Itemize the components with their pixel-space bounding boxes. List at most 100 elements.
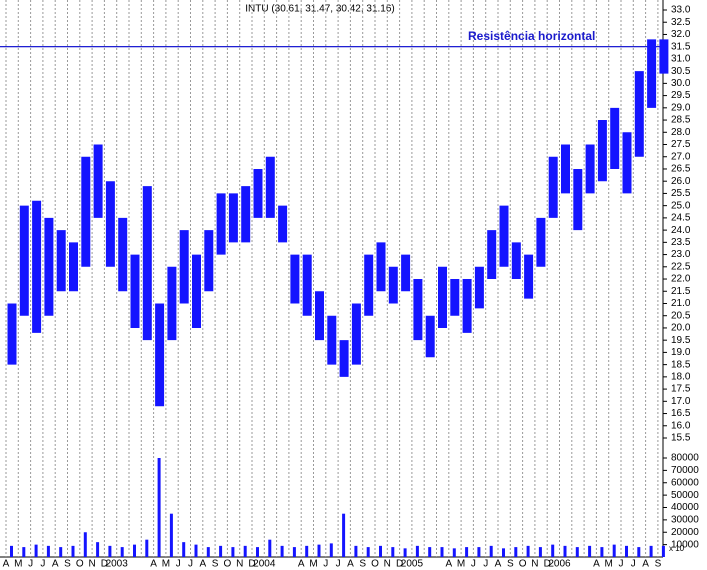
volume-bar: [342, 513, 346, 557]
annotation: Resistência horizontal: [468, 29, 595, 43]
x-tick-label: N: [384, 559, 391, 570]
x-tick-label: J: [188, 559, 193, 570]
volume-bar: [305, 545, 309, 557]
x-tick-label: 2005: [401, 559, 424, 570]
y-tick-label: 32.5: [671, 17, 691, 28]
volume-bar: [219, 545, 223, 557]
y-tick-label: 26.0: [671, 176, 691, 187]
volume-bar: [169, 513, 173, 557]
x-tick-label: J: [471, 559, 476, 570]
y-tick-label: 24.0: [671, 225, 691, 236]
volume-tick-label: 50000: [671, 490, 699, 501]
x-tick-label: M: [309, 559, 317, 570]
x-tick-label: D: [544, 559, 551, 570]
x-tick-label: D: [101, 559, 108, 570]
y-tick-label: 18.5: [671, 359, 691, 370]
volume-bar: [145, 539, 149, 557]
y-tick-label: 17.0: [671, 396, 691, 407]
x-tick-label: M: [457, 559, 465, 570]
volume-bar: [96, 542, 100, 557]
x-tick-label: S: [655, 559, 662, 570]
x-tick-label: S: [507, 559, 514, 570]
y-tick-label: 19.0: [671, 347, 691, 358]
x-tick-label: J: [631, 559, 636, 570]
y-tick-label: 28.5: [671, 115, 691, 126]
x-tick-label: A: [642, 559, 649, 570]
volume-bar: [317, 544, 321, 557]
volume-bar: [588, 545, 592, 557]
volume-bar: [256, 547, 259, 557]
volume-bar: [22, 547, 26, 557]
volume-unit-label: x 10: [669, 544, 685, 553]
y-tick-label: 30.0: [671, 78, 691, 89]
volume-bar: [34, 544, 38, 557]
volume-bar: [415, 545, 419, 557]
x-tick-label: N: [236, 559, 243, 570]
y-tick-label: 26.5: [671, 164, 691, 175]
x-tick-label: J: [619, 559, 624, 570]
volume-bar: [514, 547, 518, 557]
volume-bar: [661, 545, 665, 557]
volume-bar: [59, 547, 63, 557]
x-tick-label: D: [396, 559, 403, 570]
x-tick-label: J: [176, 559, 181, 570]
volume-bar: [366, 547, 370, 557]
y-tick-label: 21.5: [671, 286, 691, 297]
y-tick-label: 29.0: [671, 102, 691, 113]
x-tick-label: S: [212, 559, 219, 570]
volume-bar: [243, 545, 247, 557]
volume-tick-label: 10000: [671, 539, 699, 550]
y-tick-label: 27.0: [671, 151, 691, 162]
x-tick-label: J: [28, 559, 33, 570]
x-tick-label: A: [445, 559, 452, 570]
x-tick-label: O: [371, 559, 379, 570]
y-tick-label: 25.5: [671, 188, 691, 199]
volume-bar: [182, 542, 186, 557]
y-tick-label: 33.0: [671, 5, 691, 16]
volume-bar: [551, 544, 555, 557]
x-tick-label: O: [76, 559, 84, 570]
volume-bar: [292, 547, 296, 557]
x-tick-label: J: [483, 559, 488, 570]
volume-bar: [71, 545, 75, 557]
volume-bar: [391, 547, 395, 557]
y-tick-label: 28.0: [671, 127, 691, 138]
y-tick-label: 23.5: [671, 237, 691, 248]
volume-bar: [133, 544, 136, 557]
x-tick-label: 2003: [106, 559, 129, 570]
volume-bar: [231, 547, 235, 557]
y-tick-label: 27.5: [671, 139, 691, 150]
x-tick-label: N: [88, 559, 95, 570]
volume-bar: [46, 545, 50, 557]
volume-bar: [108, 545, 112, 557]
y-tick-label: 20.0: [671, 323, 691, 334]
x-tick-label: A: [593, 559, 600, 570]
x-tick-label: J: [336, 559, 341, 570]
volume-tick-label: 30000: [671, 515, 699, 526]
volume-bar: [526, 545, 530, 557]
y-tick-label: 31.5: [671, 41, 691, 52]
volume-bar: [440, 547, 444, 557]
volume-bar: [403, 548, 407, 557]
y-tick-label: 23.0: [671, 249, 691, 260]
volume-bar: [120, 547, 124, 557]
volume-bar: [502, 548, 505, 557]
x-tick-label: 2004: [253, 559, 276, 570]
volume-bar: [194, 544, 198, 557]
y-tick-label: 16.0: [671, 420, 691, 431]
volume-bar: [452, 548, 456, 557]
volume-tick-label: 40000: [671, 502, 699, 513]
x-tick-label: M: [605, 559, 613, 570]
volume-bar: [625, 545, 628, 557]
y-tick-label: 24.5: [671, 213, 691, 224]
y-tick-label: 22.0: [671, 274, 691, 285]
volume-bar: [649, 545, 653, 557]
chart-title: INTU (30.61, 31.47, 30.42, 31.16): [245, 4, 395, 15]
y-tick-label: 32.0: [671, 29, 691, 40]
x-tick-label: A: [199, 559, 206, 570]
y-tick-label: 18.0: [671, 371, 691, 382]
x-tick-label: A: [150, 559, 157, 570]
volume-bar: [538, 547, 542, 557]
